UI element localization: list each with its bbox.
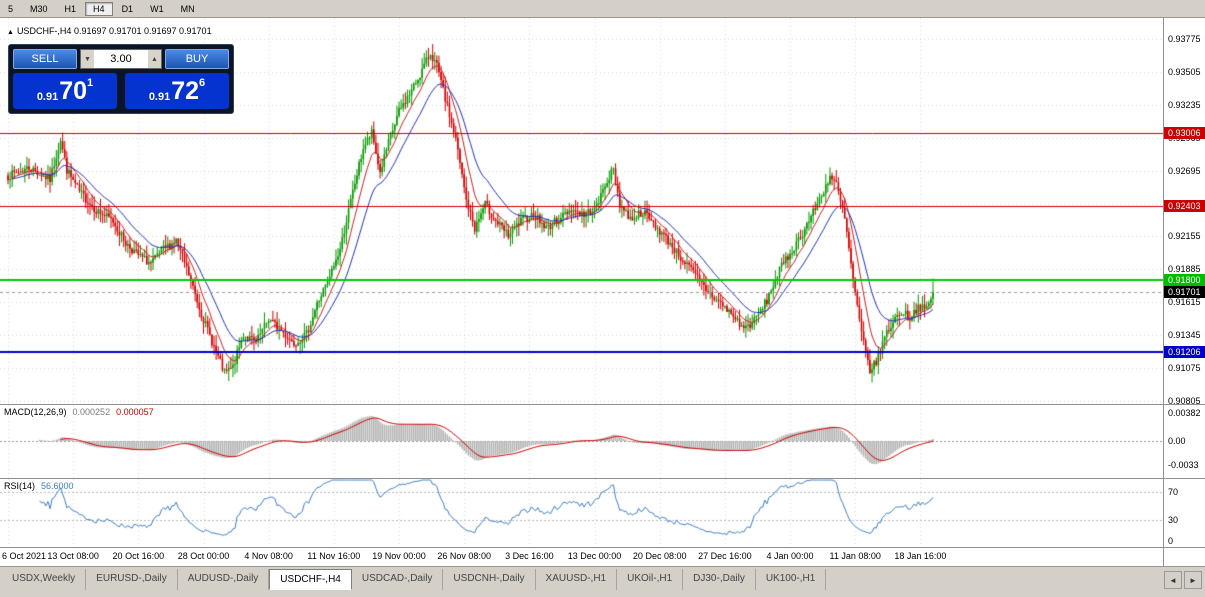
current-price-badge: 0.91701	[1164, 285, 1205, 298]
panel-separator[interactable]	[0, 404, 1205, 405]
time-axis-label: 20 Dec 08:00	[632, 551, 687, 561]
time-axis-label: 13 Dec 00:00	[567, 551, 622, 561]
timeframe-button-m30[interactable]: M30	[30, 3, 48, 14]
sell-price-pip: 1	[87, 77, 94, 89]
chart-tab-usdx-weekly[interactable]: USDX,Weekly	[2, 569, 87, 590]
chart-tab-eurusd-daily[interactable]: EURUSD-,Daily	[86, 569, 178, 590]
macd-scale-label: 0.00	[1168, 436, 1186, 446]
macd-scale-label: 0.00382	[1168, 407, 1201, 418]
one-click-trading-panel: SELL ▼ 3.00 ▲ BUY 0.91 70 1 0.91 72 6	[8, 44, 234, 114]
price-axis-label: 0.93505	[1168, 66, 1201, 77]
time-axis-label: 4 Jan 00:00	[766, 551, 814, 561]
price-axis-border	[1163, 18, 1164, 566]
price-axis-label: 0.92695	[1168, 165, 1201, 176]
rsi-indicator-label: RSI(14) 56.6000	[4, 481, 80, 491]
ohlc-text: USDCHF-,H4 0.91697 0.91701 0.91697 0.917…	[16, 26, 212, 36]
panel-separator[interactable]	[0, 478, 1205, 479]
buy-price-prefix: 0.91	[148, 91, 171, 103]
macd-scale-label: -0.0033	[1168, 460, 1199, 471]
chart-tab-usdcnh-daily[interactable]: USDCNH-,Daily	[443, 569, 536, 590]
chart-tab-bar: USDX,Weekly EURUSD-,Daily AUDUSD-,Daily USD…	[0, 566, 1205, 597]
support-price-badge: 0.91800	[1164, 273, 1205, 286]
time-axis-label: 19 Nov 00:00	[372, 551, 426, 561]
time-axis-label: 11 Jan 08:00	[829, 551, 881, 561]
tab-scroll-right-icon[interactable]: ►	[1184, 571, 1202, 589]
rsi-title: RSI(14)	[4, 481, 36, 491]
timeframe-button-mn[interactable]: MN	[180, 3, 195, 14]
buy-price-big: 72	[171, 77, 200, 105]
macd-title: MACD(12,26,9)	[4, 407, 67, 417]
timeframe-toolbar: 5 M30 H1 H4 D1 W1 MN	[0, 0, 1205, 18]
panel-separator	[0, 547, 1205, 548]
timeframe-button-h4[interactable]: H4	[85, 1, 113, 16]
timeframe-button-h1[interactable]: H1	[64, 3, 77, 14]
sell-price-big: 70	[59, 77, 88, 105]
price-axis-label: 0.91885	[1168, 264, 1201, 275]
price-axis-label: 0.92155	[1168, 231, 1201, 242]
rsi-scale-label: 70	[1168, 487, 1179, 497]
time-axis-label: 26 Nov 08:00	[437, 551, 491, 561]
timeframe-button-d1[interactable]: D1	[121, 3, 134, 14]
time-axis-label: 13 Oct 08:00	[47, 551, 99, 561]
lot-size-field[interactable]: ▼ 3.00 ▲	[80, 49, 162, 69]
lot-value[interactable]: 3.00	[110, 53, 132, 65]
chart-tab-uk100-h1[interactable]: UK100-,H1	[755, 569, 827, 590]
rsi-scale-label: 0	[1168, 536, 1174, 546]
chart-tab-usdchf-h4[interactable]: USDCHF-,H4	[269, 569, 352, 590]
price-axis[interactable]: 0.937750.935050.932350.929650.926950.924…	[1164, 18, 1205, 566]
price-axis-label: 0.91615	[1168, 297, 1201, 308]
time-axis-label: 28 Oct 00:00	[177, 551, 230, 561]
sell-price-prefix: 0.91	[36, 91, 59, 103]
time-axis-label: 3 Dec 16:00	[505, 551, 554, 561]
macd-signal-value: 0.000057	[116, 407, 154, 417]
lot-decrease-icon[interactable]: ▼	[81, 50, 94, 68]
sell-button[interactable]: SELL	[13, 49, 77, 69]
price-axis-label: 0.91075	[1168, 363, 1201, 374]
chart-tab-ukoil-h1[interactable]: UKOil-,H1	[617, 569, 684, 590]
chart-window: ▲ USDCHF-,H4 0.91697 0.91701 0.91697 0.91…	[0, 18, 1205, 566]
chart-tab-dj30-daily[interactable]: DJ30-,Daily	[683, 569, 756, 590]
price-axis-label: 0.91345	[1168, 330, 1201, 341]
time-axis[interactable]: 6 Oct 2021 13 Oct 08:00 20 Oct 16:00 28 Oct…	[0, 548, 1163, 566]
chart-tab-xauusd-h1[interactable]: XAUUSD-,H1	[535, 569, 618, 590]
buy-price-pip: 6	[199, 77, 206, 89]
chart-tab-audusd-daily[interactable]: AUDUSD-,Daily	[177, 569, 270, 590]
resistance-price-badge: 0.93006	[1164, 126, 1205, 139]
lot-increase-icon[interactable]: ▲	[148, 50, 161, 68]
timeframe-button-5[interactable]: 5	[8, 3, 14, 14]
price-axis-label: 0.93235	[1168, 99, 1201, 110]
rsi-scale-label: 30	[1168, 515, 1179, 525]
chart-tabs: USDX,Weekly EURUSD-,Daily AUDUSD-,Daily USD…	[2, 569, 827, 590]
sell-price-display[interactable]: 0.91 70 1	[13, 73, 117, 109]
chart-tab-usdcad-daily[interactable]: USDCAD-,Daily	[351, 569, 444, 590]
trend-up-icon: ▲	[7, 29, 14, 36]
macd-main-value: 0.000252	[72, 407, 111, 417]
time-axis-label: 27 Dec 16:00	[698, 551, 752, 561]
time-axis-label: 11 Nov 16:00	[307, 551, 361, 561]
price-axis-label: 0.93775	[1168, 33, 1201, 44]
buy-price-display[interactable]: 0.91 72 6	[125, 73, 229, 109]
price-axis-label: 0.90805	[1168, 395, 1201, 406]
time-axis-label: 4 Nov 08:00	[244, 551, 293, 561]
rsi-value: 56.6000	[41, 481, 74, 491]
macd-indicator-label: MACD(12,26,9) 0.000252 0.000057	[4, 407, 160, 417]
time-axis-label: 18 Jan 16:00	[894, 551, 947, 561]
support-price-badge: 0.91206	[1164, 346, 1205, 359]
ohlc-readout: ▲ USDCHF-,H4 0.91697 0.91701 0.91697 0.91…	[7, 26, 212, 36]
resistance-price-badge: 0.92403	[1164, 200, 1205, 213]
tab-scroll-left-icon[interactable]: ◄	[1164, 571, 1182, 589]
time-axis-label: 20 Oct 16:00	[112, 551, 165, 561]
timeframe-button-w1[interactable]: W1	[150, 3, 164, 14]
time-axis-label: 6 Oct 2021	[2, 551, 47, 561]
buy-button[interactable]: BUY	[165, 49, 229, 69]
